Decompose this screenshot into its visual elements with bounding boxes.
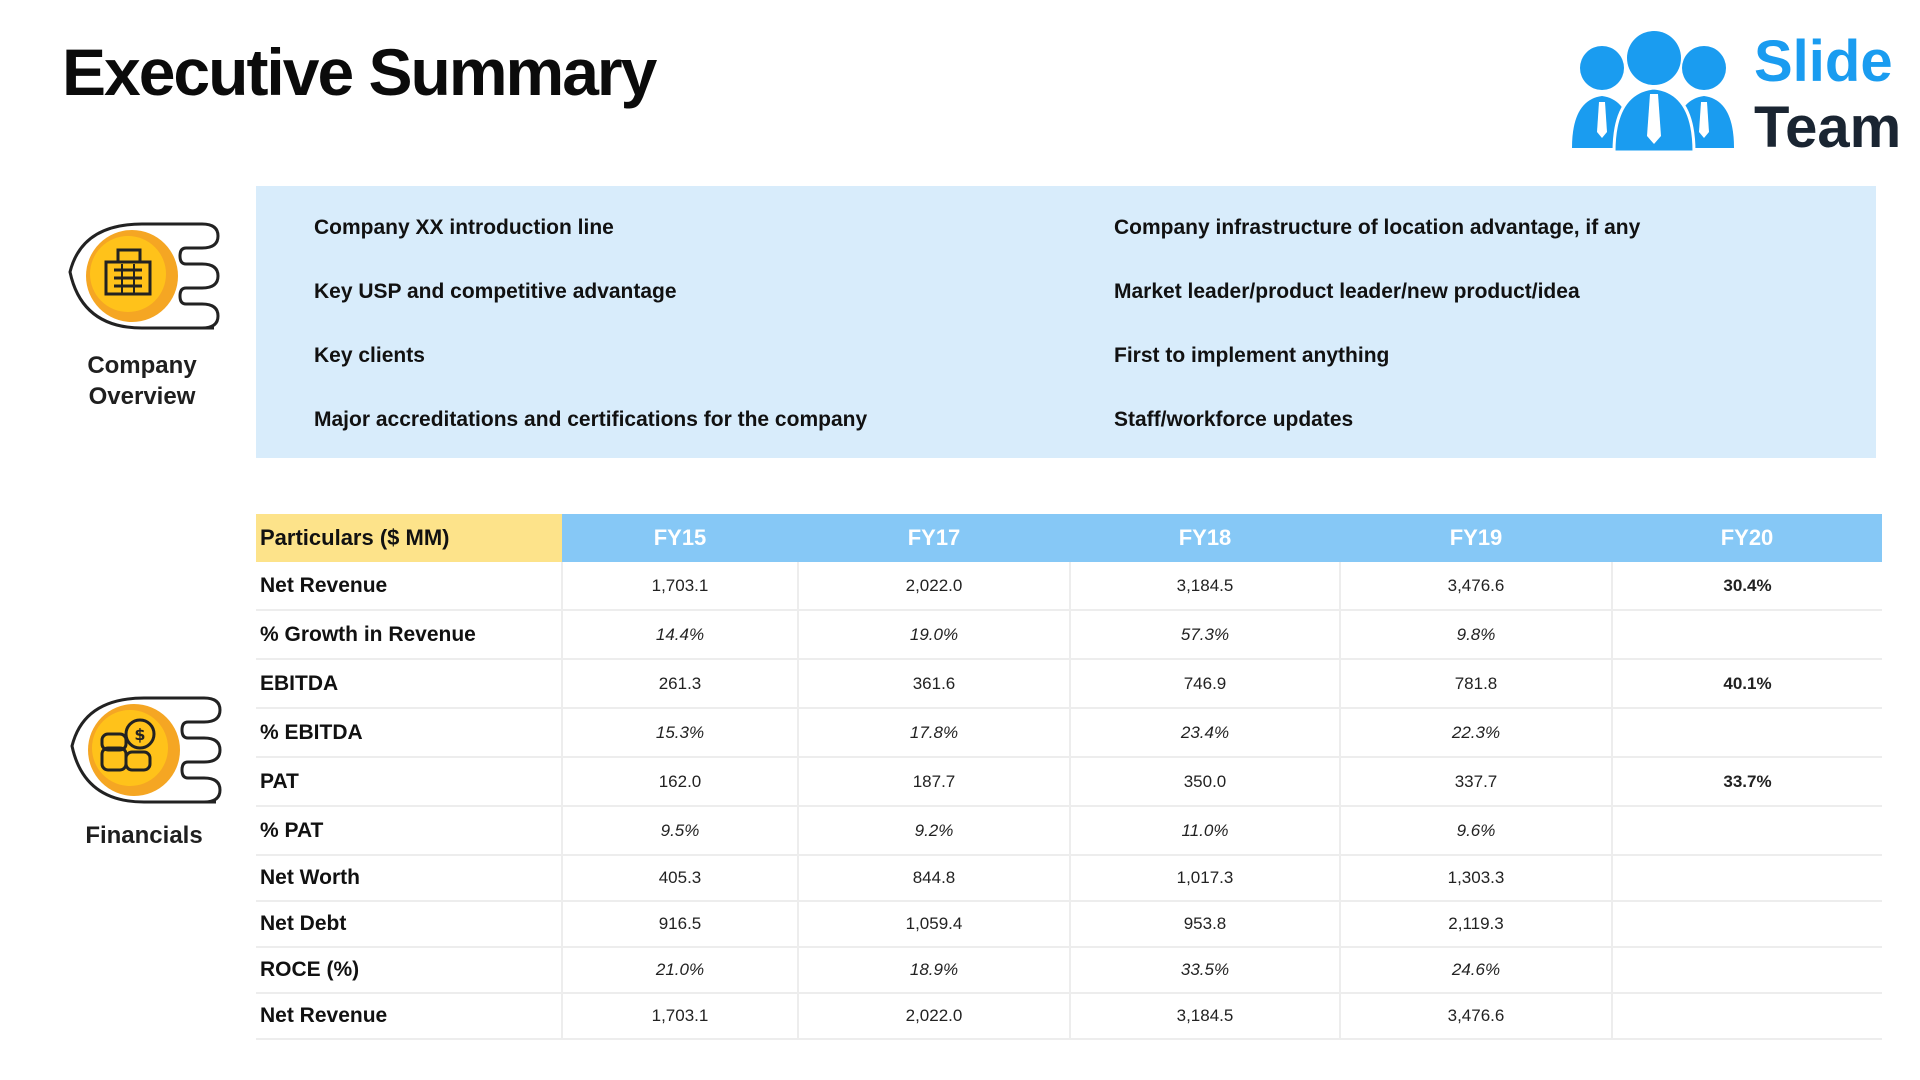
financials-table: Particulars ($ MM) FY15 FY17 FY18 FY19 F…: [256, 514, 1882, 1040]
table-row: Net Worth 405.3 844.8 1,017.3 1,303.3: [256, 855, 1882, 902]
table-cell: 361.6: [798, 659, 1071, 709]
table-cell: 33.5%: [1070, 947, 1341, 994]
logo-text-slide: Slide: [1754, 29, 1893, 94]
table-cell: 261.3: [562, 659, 799, 709]
column-header: FY15: [562, 514, 798, 562]
table-cell: 40.1%: [1612, 659, 1882, 709]
overview-item: Key clients: [314, 344, 425, 367]
logo-text-team: Team: [1754, 95, 1902, 160]
financials-label: Financials: [85, 822, 203, 849]
table-cell: 2,022.0: [798, 993, 1071, 1040]
column-header: FY19: [1340, 514, 1612, 562]
table-cell: 21.0%: [562, 947, 799, 994]
row-label: Net Debt: [256, 901, 563, 948]
table-cell: 350.0: [1070, 757, 1341, 807]
table-cell: 1,703.1: [562, 562, 799, 611]
table-cell: 23.4%: [1070, 708, 1341, 758]
overview-item: First to implement anything: [1114, 344, 1390, 367]
overview-item: Staff/workforce updates: [1114, 408, 1354, 431]
table-cell: 17.8%: [798, 708, 1071, 758]
row-label: % PAT: [256, 806, 563, 856]
people-group-icon: [1572, 31, 1734, 154]
overview-item: Company XX introduction line: [314, 216, 614, 239]
row-label: EBITDA: [256, 659, 563, 709]
company-overview-label: Company Overview: [52, 350, 232, 412]
table-cell: 57.3%: [1070, 610, 1341, 660]
table-cell: 162.0: [562, 757, 799, 807]
table-cell: 953.8: [1070, 901, 1341, 948]
column-header: FY17: [798, 514, 1070, 562]
table-cell: [1612, 947, 1882, 994]
table-row: Net Revenue 1,703.1 2,022.0 3,184.5 3,47…: [256, 993, 1882, 1040]
table-cell: 9.8%: [1340, 610, 1613, 660]
table-cell: 781.8: [1340, 659, 1613, 709]
table-row: % Growth in Revenue 14.4% 19.0% 57.3% 9.…: [256, 610, 1882, 660]
table-row: % PAT 9.5% 9.2% 11.0% 9.6%: [256, 806, 1882, 856]
table-cell: [1612, 806, 1882, 856]
table-cell: 14.4%: [562, 610, 799, 660]
table-row: PAT 162.0 187.7 350.0 337.7 33.7%: [256, 757, 1882, 807]
table-row: % EBITDA 15.3% 17.8% 23.4% 22.3%: [256, 708, 1882, 758]
table-row: EBITDA 261.3 361.6 746.9 781.8 40.1%: [256, 659, 1882, 709]
table-row: Net Revenue 1,703.1 2,022.0 3,184.5 3,47…: [256, 562, 1882, 611]
table-cell: 1,017.3: [1070, 855, 1341, 902]
row-label: Net Worth: [256, 855, 563, 902]
table-cell: 3,476.6: [1340, 993, 1613, 1040]
table-cell: 30.4%: [1612, 562, 1882, 611]
table-cell: 1,703.1: [562, 993, 799, 1040]
table-cell: 19.0%: [798, 610, 1071, 660]
column-header: Particulars ($ MM): [256, 514, 562, 562]
slide-team-logo: Slide Team: [1568, 24, 1908, 160]
table-cell: 33.7%: [1612, 757, 1882, 807]
table-cell: 18.9%: [798, 947, 1071, 994]
table-cell: 24.6%: [1340, 947, 1613, 994]
row-label: Net Revenue: [256, 562, 563, 611]
table-cell: 3,184.5: [1070, 993, 1341, 1040]
company-overview-label-line1: Company: [87, 352, 197, 379]
table-cell: 9.5%: [562, 806, 799, 856]
row-label: Net Revenue: [256, 993, 563, 1040]
table-cell: 337.7: [1340, 757, 1613, 807]
table-cell: 1,303.3: [1340, 855, 1613, 902]
table-header-row: Particulars ($ MM) FY15 FY17 FY18 FY19 F…: [256, 514, 1882, 562]
table-cell: 3,476.6: [1340, 562, 1613, 611]
table-cell: 916.5: [562, 901, 799, 948]
company-overview-panel: Company XX introduction line Key USP and…: [256, 186, 1876, 458]
column-header: FY20: [1612, 514, 1882, 562]
overview-item: Major accreditations and certifications …: [314, 408, 868, 431]
table-cell: 1,059.4: [798, 901, 1071, 948]
table-cell: 405.3: [562, 855, 799, 902]
table-cell: 22.3%: [1340, 708, 1613, 758]
company-overview-label-line2: Overview: [88, 383, 196, 410]
table-cell: 3,184.5: [1070, 562, 1341, 611]
coins-icon: $: [70, 696, 222, 804]
table-cell: [1612, 708, 1882, 758]
row-label: % EBITDA: [256, 708, 563, 758]
table-row: ROCE (%) 21.0% 18.9% 33.5% 24.6%: [256, 947, 1882, 994]
table-cell: [1612, 901, 1882, 948]
table-cell: 187.7: [798, 757, 1071, 807]
table-row: Net Debt 916.5 1,059.4 953.8 2,119.3: [256, 901, 1882, 948]
table-cell: 15.3%: [562, 708, 799, 758]
column-header: FY18: [1070, 514, 1340, 562]
slide-title: Executive Summary: [62, 35, 657, 109]
table-cell: 746.9: [1070, 659, 1341, 709]
table-cell: 9.6%: [1340, 806, 1613, 856]
table-cell: 9.2%: [798, 806, 1071, 856]
building-icon: [68, 222, 220, 330]
table-cell: 844.8: [798, 855, 1071, 902]
table-cell: 2,022.0: [798, 562, 1071, 611]
row-label: % Growth in Revenue: [256, 610, 563, 660]
table-cell: 11.0%: [1070, 806, 1341, 856]
svg-text:$: $: [134, 725, 145, 744]
row-label: PAT: [256, 757, 563, 807]
table-cell: [1612, 610, 1882, 660]
overview-item: Company infrastructure of location advan…: [1114, 216, 1641, 239]
overview-item: Market leader/product leader/new product…: [1114, 280, 1580, 303]
table-cell: [1612, 993, 1882, 1040]
table-cell: [1612, 855, 1882, 902]
overview-item: Key USP and competitive advantage: [314, 280, 677, 303]
row-label: ROCE (%): [256, 947, 563, 994]
table-cell: 2,119.3: [1340, 901, 1613, 948]
